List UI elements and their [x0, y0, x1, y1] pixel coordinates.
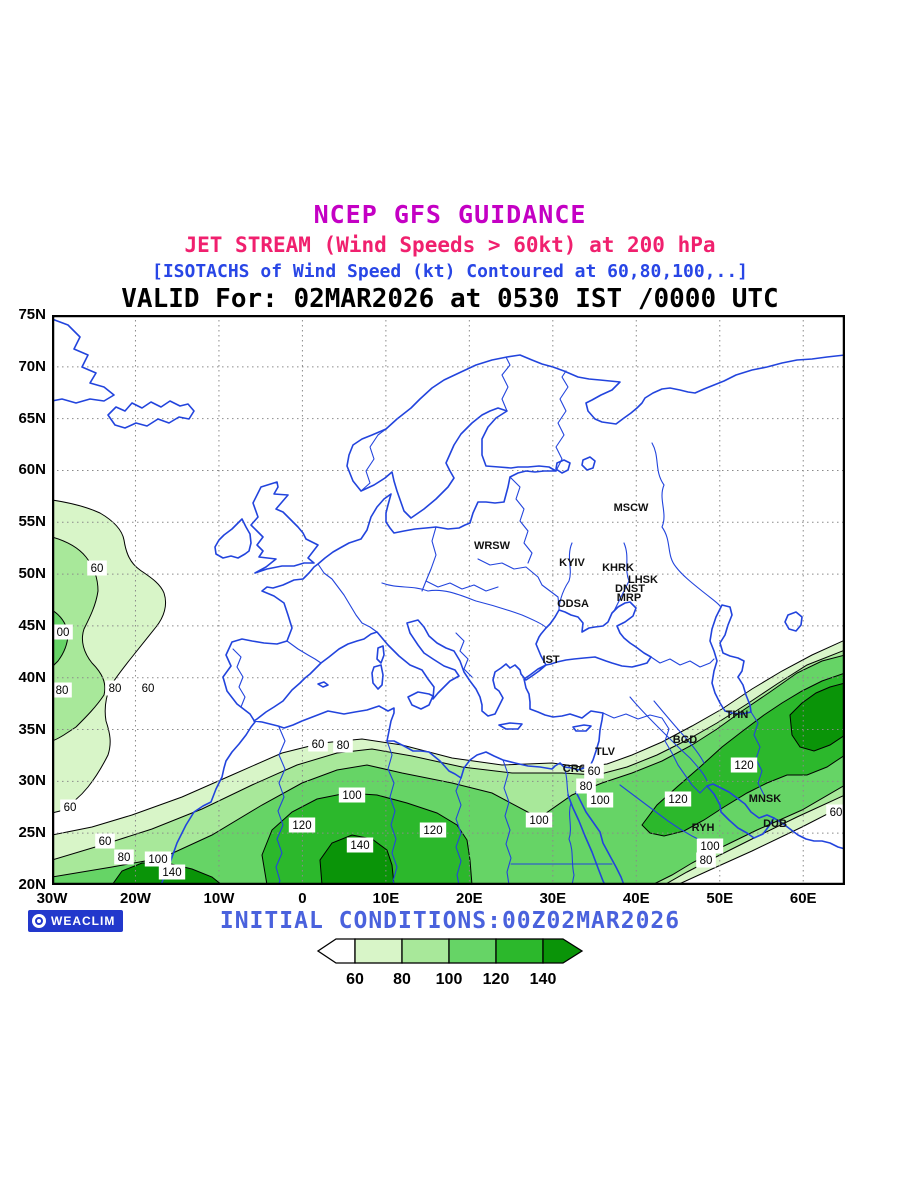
contour-label: 00 — [57, 627, 70, 639]
contour-label: 120 — [423, 825, 442, 837]
contour-label: 140 — [162, 867, 181, 879]
city-label: THN — [726, 709, 749, 721]
contour-label: 120 — [668, 794, 687, 806]
color-legend: 60 80 100 120 140 — [310, 936, 590, 992]
greenland-coast — [52, 319, 114, 403]
lat-label: 65N — [4, 410, 46, 427]
lon-label: 0 — [280, 890, 324, 907]
contour-label: 60 — [312, 739, 325, 751]
contour-label: 60 — [588, 766, 601, 778]
city-label: BGD — [673, 734, 698, 746]
city-label: ODSA — [557, 598, 589, 610]
legend-arrow-low — [318, 939, 355, 963]
lat-label: 30N — [4, 772, 46, 789]
city-label: MRP — [617, 592, 641, 604]
great-britain-coast — [251, 482, 318, 573]
isotach-map-svg: MSCWWRSWKYIVKHRKLHSKDNSTMRPODSAISTTHNBGD… — [52, 315, 845, 885]
lat-label: 45N — [4, 617, 46, 634]
contour-label: 60 — [142, 683, 155, 695]
lat-label: 70N — [4, 358, 46, 375]
legend-segment — [355, 939, 402, 963]
aral-sea-coast — [785, 612, 802, 631]
contour-label: 80 — [580, 781, 593, 793]
lon-label: 10W — [197, 890, 241, 907]
lon-label: 20W — [113, 890, 157, 907]
legend-svg: 60 80 100 120 140 — [310, 936, 590, 992]
ireland-coast — [215, 519, 251, 558]
sicily — [408, 692, 433, 709]
city-label: DUB — [763, 818, 787, 830]
danube-river — [382, 583, 546, 628]
lat-label: 75N — [4, 306, 46, 323]
lat-label: 55N — [4, 513, 46, 530]
lon-label: 60E — [781, 890, 825, 907]
legend-value: 60 — [346, 971, 364, 988]
contour-label: 60 — [99, 836, 112, 848]
legend-segment — [496, 939, 543, 963]
city-label: TLV — [595, 746, 616, 758]
city-label: IST — [542, 654, 559, 666]
corsica — [377, 646, 384, 663]
contour-label: 80 — [109, 683, 122, 695]
contour-label: 100 — [590, 795, 609, 807]
contour-label: 100 — [529, 815, 548, 827]
map-area: MSCWWRSWKYIVKHRKLHSKDNSTMRPODSAISTTHNBGD… — [52, 315, 845, 885]
contour-label: 80 — [700, 855, 713, 867]
legend-segment — [402, 939, 449, 963]
page-title-model: NCEP GFS GUIDANCE — [0, 200, 900, 229]
iceland-coast — [108, 401, 194, 428]
contour-label: 60 — [830, 807, 843, 819]
lon-label: 50E — [698, 890, 742, 907]
volga-river — [652, 443, 720, 606]
lon-label: 20E — [447, 890, 491, 907]
balearics — [318, 682, 328, 687]
lat-label: 60N — [4, 461, 46, 478]
page-title-isotach-note: [ISOTACHS of Wind Speed (kt) Contoured a… — [0, 261, 900, 282]
legend-value: 140 — [530, 971, 557, 988]
lon-label: 10E — [364, 890, 408, 907]
lake-onega — [582, 457, 595, 470]
contour-label: 60 — [64, 802, 77, 814]
contour-label: 60 — [91, 563, 104, 575]
lat-label: 25N — [4, 824, 46, 841]
page-title-valid-time: VALID For: 02MAR2026 at 0530 IST /0000 U… — [0, 284, 900, 314]
city-label: KYIV — [559, 557, 585, 569]
city-label: RYH — [692, 822, 715, 834]
contour-label: 100 — [700, 841, 719, 853]
contour-label: 100 — [148, 854, 167, 866]
sardinia — [372, 665, 383, 689]
lat-label: 40N — [4, 669, 46, 686]
contour-label: 100 — [342, 790, 361, 802]
lon-label: 30W — [30, 890, 74, 907]
city-label: CRO — [563, 763, 588, 775]
city-label: WRSW — [474, 540, 511, 552]
legend-segment — [449, 939, 496, 963]
city-label: MNSK — [749, 793, 781, 805]
weather-chart-page: { "titles": { "line1": "NCEP GFS GUIDANC… — [0, 0, 900, 1200]
contour-label: 80 — [118, 852, 131, 864]
contour-label: 80 — [56, 685, 69, 697]
lon-label: 40E — [614, 890, 658, 907]
initial-conditions-label: INITIAL CONDITIONS:00Z02MAR2026 — [0, 908, 900, 934]
lon-label: 30E — [531, 890, 575, 907]
city-label: MSCW — [614, 502, 649, 514]
contour-label: 80 — [337, 740, 350, 752]
legend-value: 120 — [483, 971, 510, 988]
legend-arrow-high — [543, 939, 582, 963]
legend-value: 100 — [436, 971, 463, 988]
page-title-product: JET STREAM (Wind Speeds > 60kt) at 200 h… — [0, 233, 900, 257]
city-label: KHRK — [602, 562, 634, 574]
isotach-fill-contours — [52, 500, 845, 885]
legend-value: 80 — [393, 971, 411, 988]
contour-label: 120 — [734, 760, 753, 772]
contour-label: 120 — [292, 820, 311, 832]
contour-label: 140 — [350, 840, 369, 852]
lat-label: 35N — [4, 721, 46, 738]
lat-label: 50N — [4, 565, 46, 582]
cyprus — [573, 725, 591, 731]
crete — [499, 723, 522, 729]
